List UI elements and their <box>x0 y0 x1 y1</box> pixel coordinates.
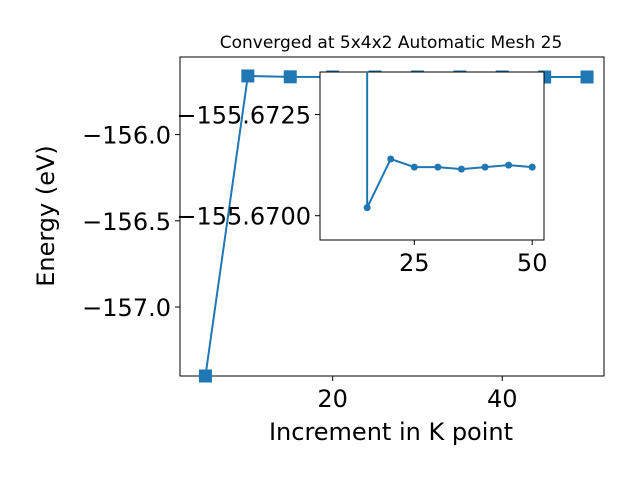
main-chart: Converged at 5x4x2 Automatic Mesh 25 20 4… <box>32 33 605 446</box>
x-tick-label: 40 <box>487 385 518 413</box>
data-point <box>457 165 465 173</box>
data-point <box>580 70 594 84</box>
inset-plot-frame <box>319 71 545 241</box>
y-tick-label: −156.0 <box>82 122 171 150</box>
inset-ticks: 25 50 −155.6725 −155.6700 <box>176 102 547 277</box>
data-point <box>505 161 513 169</box>
data-point <box>363 204 371 212</box>
inset-series <box>363 72 536 212</box>
data-point <box>387 155 395 163</box>
data-point <box>283 70 297 84</box>
chart-title: Converged at 5x4x2 Automatic Mesh 25 <box>220 33 563 53</box>
y-axis-label: Energy (eV) <box>32 145 60 287</box>
x-tick-label: 20 <box>317 385 348 413</box>
y-tick-label: −157.0 <box>82 294 171 322</box>
data-point <box>241 69 255 83</box>
x-tick-label: 50 <box>517 249 548 277</box>
data-point <box>481 163 489 171</box>
main-ticks: 20 40 −156.0 −156.5 −157.0 <box>82 122 517 413</box>
x-tick-label: 25 <box>399 249 430 277</box>
data-point <box>528 163 536 171</box>
main-plot-frame <box>179 56 605 377</box>
y-tick-label: −156.5 <box>82 208 171 236</box>
x-axis-label: Increment in K point <box>269 418 513 446</box>
data-point <box>434 163 442 171</box>
data-point <box>410 163 418 171</box>
y-tick-label: −155.6700 <box>176 203 311 231</box>
data-point <box>198 369 212 383</box>
y-tick-label: −155.6725 <box>176 102 311 130</box>
inset-chart: 25 50 −155.6725 −155.6700 <box>176 71 547 277</box>
